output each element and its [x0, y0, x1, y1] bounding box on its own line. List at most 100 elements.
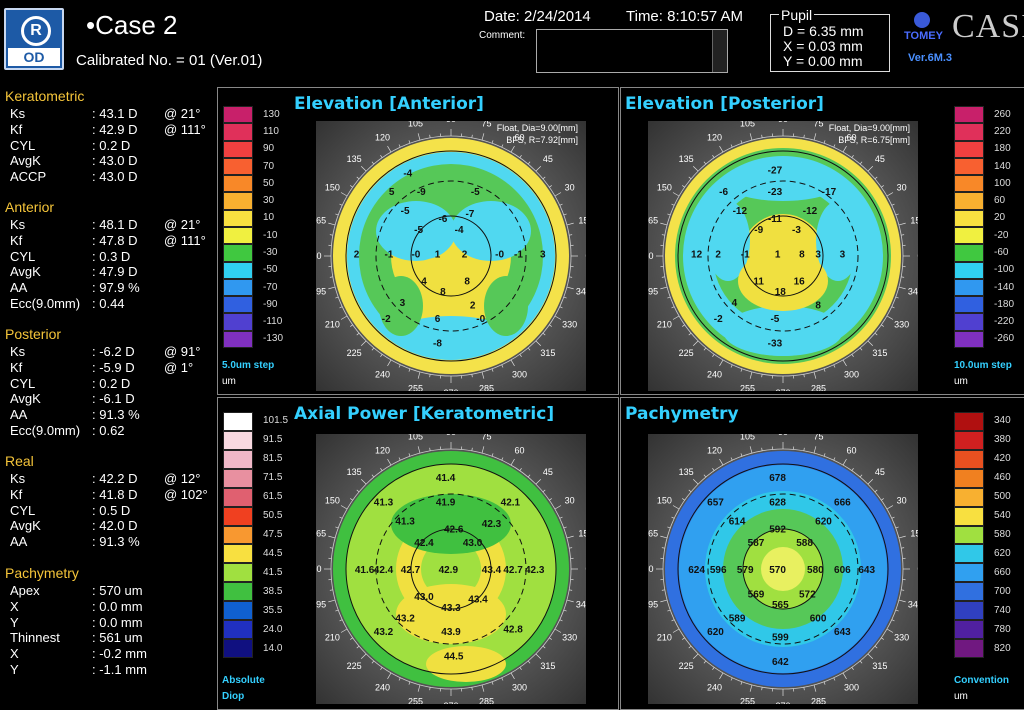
topography-map[interactable]: 1059075120601354515030165151800195345210… — [648, 121, 918, 391]
angle-tick — [340, 628, 348, 633]
angle-tick — [339, 516, 343, 519]
angle-tick — [682, 498, 685, 501]
map-value-label: -4 — [403, 168, 412, 179]
angle-tick — [867, 165, 874, 172]
panel-title: Axial Power [Keratometric] — [294, 404, 555, 424]
map-value-label: 642 — [772, 657, 789, 668]
map-value-label: 8 — [440, 287, 446, 298]
map-value-label: 600 — [810, 614, 827, 625]
scale-tick-label: 140 — [994, 160, 1011, 172]
scale-tick-label: 20 — [994, 212, 1006, 224]
angle-tick — [671, 203, 675, 206]
angle-tick — [535, 653, 542, 660]
angle-tick — [527, 660, 531, 664]
value-v: : 0.3 D — [92, 248, 131, 264]
panel-elevation-posterior[interactable]: 260 220 180 140 100 60 20 -20 -60 -100 -140 -180 -22… — [620, 87, 1024, 395]
section-posterior-row: Kf: -5.9 D @ 1° — [10, 360, 214, 376]
scale-swatch — [223, 582, 253, 602]
comment-field[interactable] — [536, 29, 728, 73]
topography-map[interactable]: 1059075120601354515030165151800195345210… — [316, 434, 586, 704]
map-value-label: 42.6 — [444, 525, 464, 536]
scale-tick-label: 35.5 — [263, 604, 283, 616]
angle-label: 315 — [540, 661, 555, 671]
topography-map[interactable]: 1059075120601354515030165151800195345210… — [648, 434, 918, 704]
angle-tick — [563, 609, 567, 612]
scale-tick-label: 38.5 — [263, 585, 283, 597]
scale-swatch — [954, 639, 984, 658]
scale-swatch — [954, 106, 984, 124]
angle-tick — [387, 145, 392, 153]
map-value-label: 43.9 — [441, 627, 461, 638]
comment-scrollbar[interactable] — [712, 30, 727, 72]
scale-tick-label: -60 — [994, 246, 1009, 258]
angle-label: 225 — [347, 661, 362, 671]
map-value-label: 572 — [799, 589, 816, 600]
scale-tick-label: -260 — [994, 333, 1015, 345]
zone-circle — [375, 493, 527, 645]
map-value-label: 43.4 — [482, 565, 502, 576]
angle-tick — [549, 498, 552, 501]
topography-map[interactable]: 1059075120601354515030165151800195345210… — [316, 121, 586, 391]
angle-tick — [881, 637, 884, 640]
value-v: : 97.9 % — [92, 280, 140, 296]
map-value-label: -9 — [417, 187, 426, 198]
value-v: : -6.1 D — [92, 391, 135, 407]
map-value-label: 42.7 — [401, 565, 421, 576]
angle-tick — [328, 286, 336, 290]
scale-tick-label: 540 — [994, 510, 1011, 522]
angle-label: 75 — [481, 434, 491, 442]
angle-tick — [661, 234, 665, 236]
angle-label: 270 — [775, 388, 790, 391]
angle-label: 105 — [740, 434, 755, 442]
scale-swatch — [954, 140, 984, 158]
panel-pachymetry[interactable]: 340 380 420 460 500 540 580 620 660 700 740 780 820 P… — [620, 397, 1024, 710]
value-k: Thinnest — [10, 630, 60, 646]
angle-tick — [803, 134, 805, 138]
angle-tick — [719, 145, 724, 153]
angle-label: 135 — [347, 154, 362, 164]
angle-label: 195 — [316, 599, 326, 609]
map-value-label: 41.3 — [395, 516, 415, 527]
angle-tick — [535, 165, 542, 172]
angle-tick — [527, 161, 531, 165]
angle-tick — [682, 324, 685, 327]
angle-tick — [542, 332, 546, 336]
angle-label: 285 — [479, 383, 494, 391]
scale-tick-label: 220 — [994, 125, 1011, 137]
value-a: @ 111° — [164, 232, 206, 248]
angle-tick — [350, 324, 353, 327]
angle-tick — [813, 684, 817, 692]
section-anterior-row: CYL: 0.3 D — [10, 249, 214, 265]
angle-tick — [901, 547, 905, 549]
angle-tick — [891, 619, 895, 622]
angle-tick — [895, 526, 899, 529]
angle-tick — [672, 315, 680, 320]
map-value-label: 44.5 — [444, 651, 464, 662]
section-keratometric-row: ACCP: 43.0 D — [10, 169, 214, 185]
angle-tick — [335, 609, 339, 612]
angle-label: 240 — [707, 683, 722, 693]
panel-axial-power[interactable]: 101.5 91.5 81.5 71.5 61.5 50.5 47.5 44.5 41.5 38.… — [217, 397, 619, 710]
scale-swatch — [954, 244, 984, 262]
map-value-label: 11 — [753, 276, 764, 287]
angle-tick — [898, 222, 906, 226]
angle-tick — [730, 677, 733, 681]
map-color-zone — [376, 201, 456, 261]
scale-tick-label: 41.5 — [263, 566, 283, 578]
section-pachymetry-row: Y: -1.1 mm — [10, 662, 214, 678]
angle-label: 210 — [325, 633, 340, 643]
map-color-zone — [396, 256, 506, 326]
angle-label: 30 — [897, 496, 907, 506]
angle-label: 75 — [481, 121, 491, 129]
angle-tick — [356, 176, 360, 180]
map-value-label: -0 — [411, 249, 420, 260]
angle-tick — [671, 619, 675, 622]
section-pachymetry-row: X: 0.0 mm — [10, 599, 214, 615]
angle-tick — [566, 535, 574, 539]
scale-tick-label: 90 — [263, 143, 275, 155]
angle-tick — [417, 371, 421, 379]
map-value-label: 41.6 — [355, 565, 375, 576]
map-color-zone — [379, 276, 423, 336]
eye-side-logo: R OD — [4, 8, 64, 70]
panel-elevation-anterior[interactable]: 130 110 90 70 50 30 10 -10 -30 -50 -70 -90 -110 -130 E… — [217, 87, 619, 395]
